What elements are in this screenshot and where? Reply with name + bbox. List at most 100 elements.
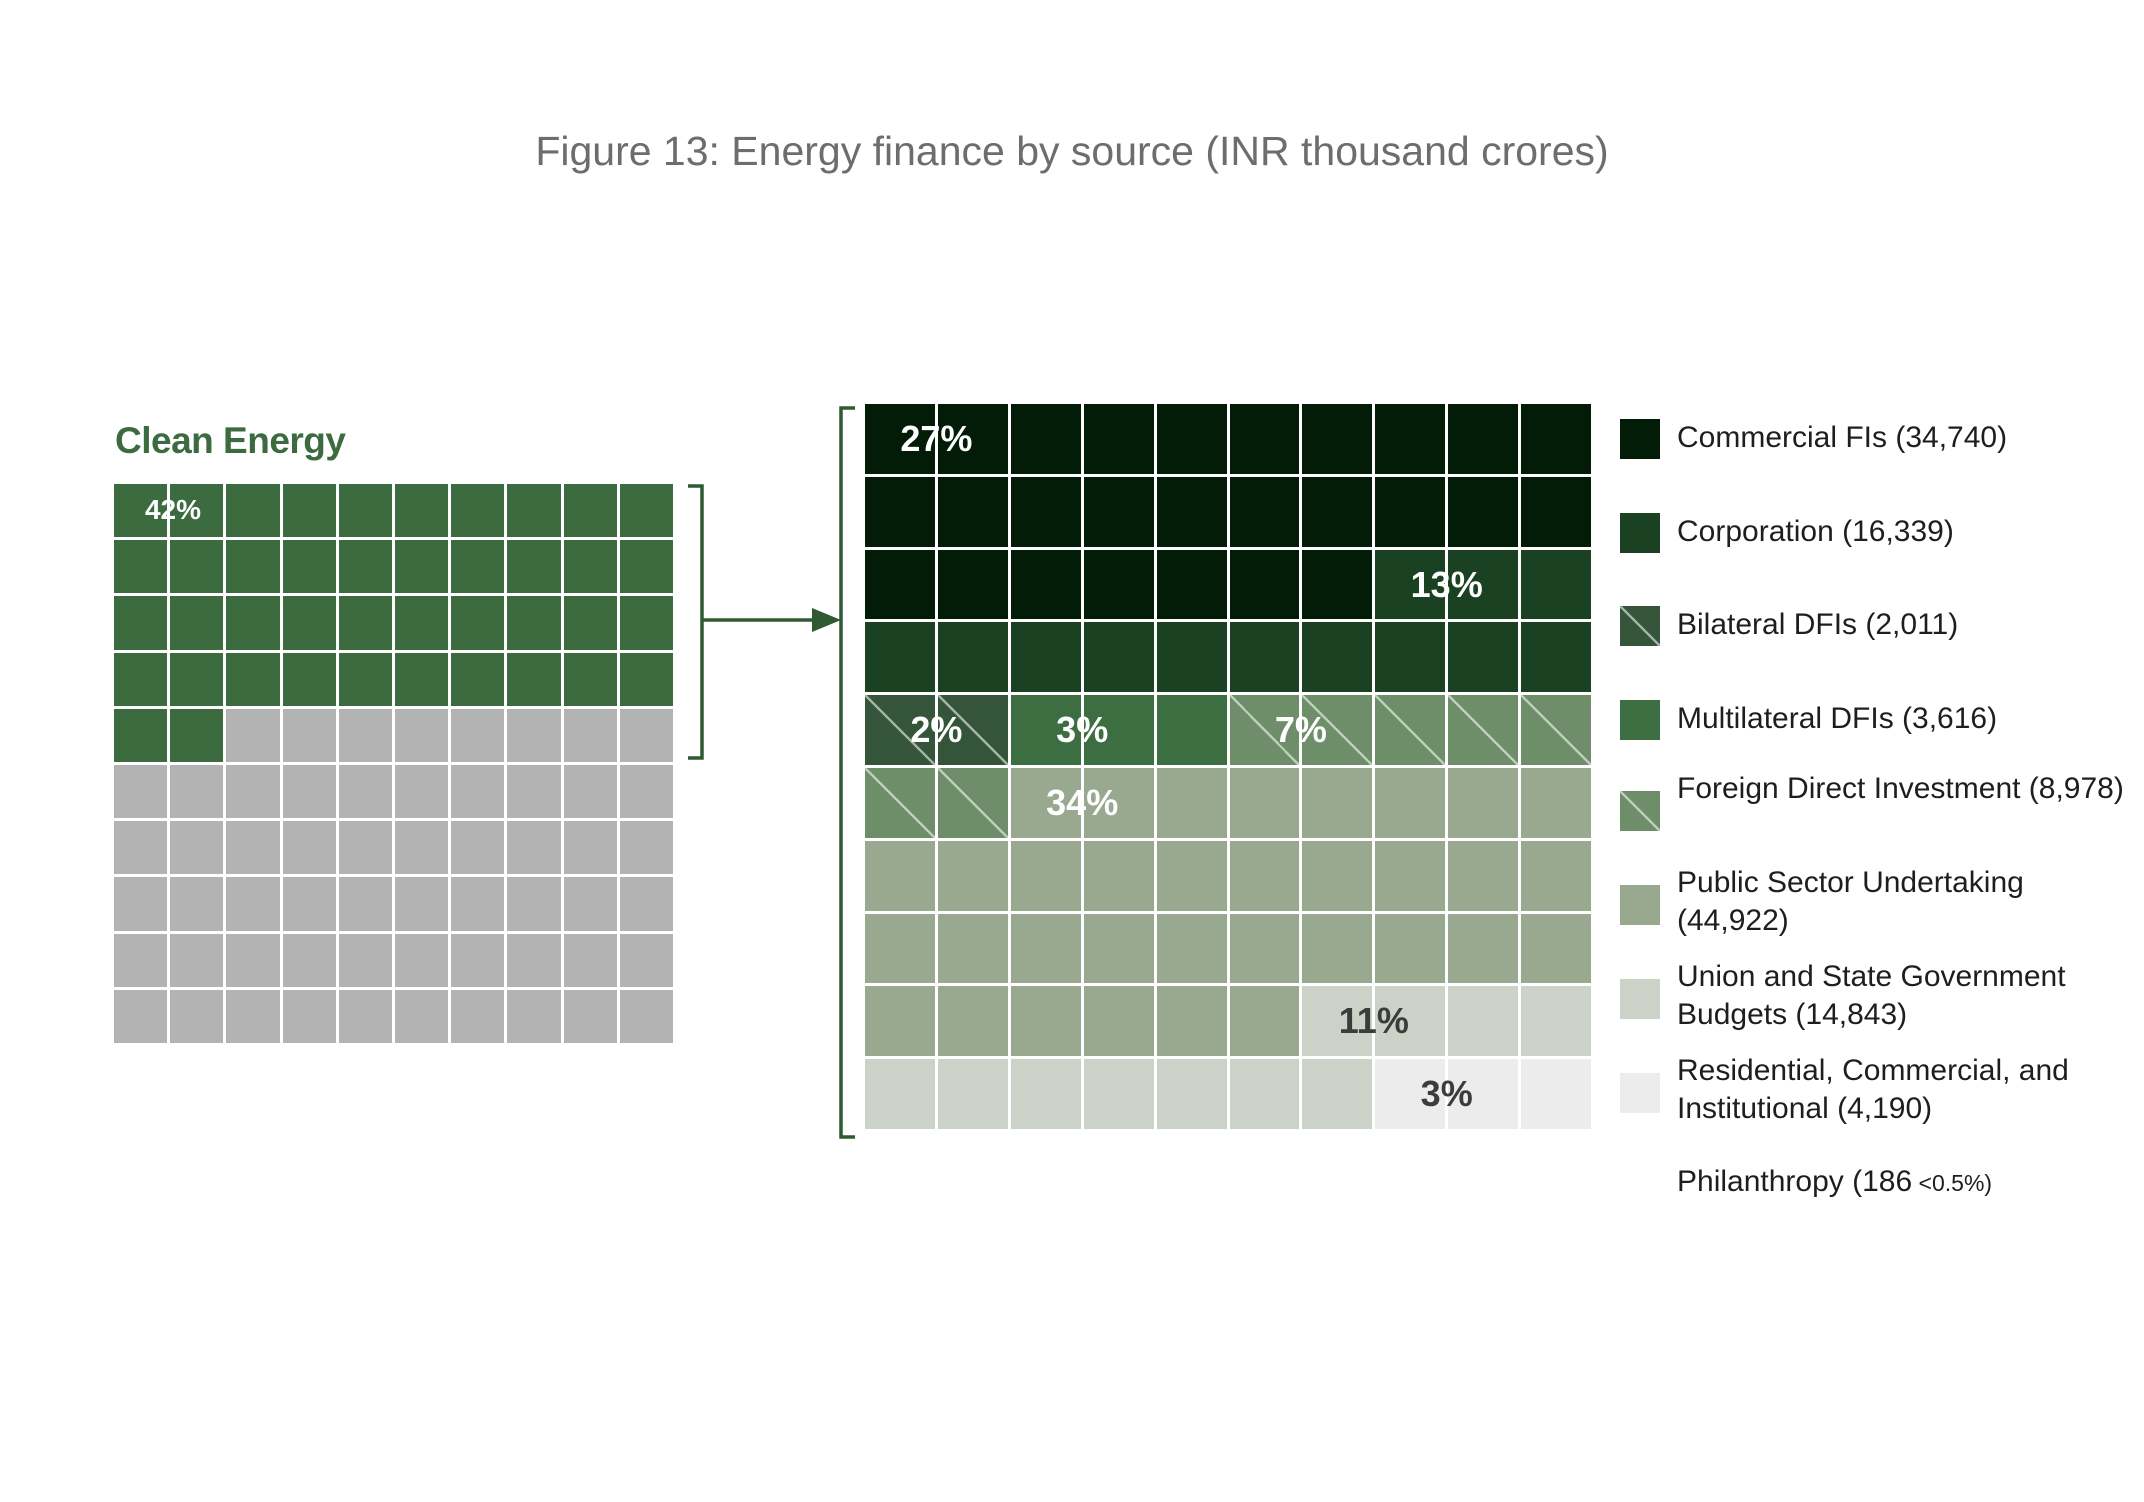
waffle-cell-public-sector-undertaking (1375, 913, 1446, 984)
waffle-cell-multilateral-dfis (1083, 695, 1154, 765)
waffle-cell-corporation (1448, 549, 1519, 620)
waffle-cell-union-and-state-government-budgets (1010, 1059, 1081, 1129)
waffle-cell-public-sector-undertaking (1083, 768, 1154, 838)
waffle-cell-corporation (1229, 622, 1300, 693)
waffle-cell-clean (395, 596, 449, 650)
waffle-cell-union-and-state-government-budgets (1302, 986, 1373, 1057)
waffle-cell-other (619, 933, 673, 987)
pct-label-commercial-fis: 27% (900, 417, 973, 459)
waffle-cell-other (451, 933, 505, 987)
waffle-cell-clean (114, 596, 168, 650)
waffle-cell-commercial-fis (1229, 476, 1300, 547)
waffle-cell-commercial-fis (1448, 476, 1519, 547)
waffle-cell-other (507, 821, 561, 875)
waffle-cell-clean (226, 484, 280, 538)
waffle-cell-commercial-fis (937, 549, 1008, 620)
waffle-cell-other (507, 765, 561, 819)
waffle-cell-clean (619, 652, 673, 706)
waffle-cell-other (507, 708, 561, 762)
waffle-cell-other (451, 989, 505, 1043)
waffle-cell-other (282, 765, 336, 819)
legend-label: Corporation (16,339) (1677, 515, 1954, 548)
waffle-cell-multilateral-dfis (1156, 695, 1227, 765)
waffle-cell-other (170, 877, 224, 931)
waffle-cell-public-sector-undertaking (1448, 840, 1519, 911)
pct-label-corporation: 13% (1410, 563, 1483, 605)
legend-swatch (1620, 791, 1660, 831)
waffle-cell-other (338, 765, 392, 819)
waffle-cell-other (563, 989, 617, 1043)
waffle-cell-other (451, 708, 505, 762)
legend-swatch (1620, 513, 1660, 553)
waffle-cell-clean (563, 484, 617, 538)
waffle-cell-foreign-direct-investment (1375, 695, 1446, 765)
waffle-cell-clean (170, 540, 224, 594)
waffle-cell-multilateral-dfis (1010, 695, 1081, 765)
waffle-cell-other (338, 877, 392, 931)
pct-label-union-and-state-government-budgets: 11% (1338, 1000, 1409, 1042)
waffle-cell-clean (114, 708, 168, 762)
waffle-cell-other (563, 933, 617, 987)
waffle-cell-clean (170, 708, 224, 762)
waffle-cell-other (563, 765, 617, 819)
waffle-cell-clean (114, 540, 168, 594)
waffle-cell-commercial-fis (1156, 404, 1227, 474)
waffle-cell-foreign-direct-investment (937, 768, 1008, 838)
waffle-cell-union-and-state-government-budgets (865, 1059, 935, 1129)
waffle-cell-other (114, 877, 168, 931)
waffle-cell-other (619, 708, 673, 762)
waffle-cell-clean (170, 484, 224, 538)
legend-label: Commercial FIs (34,740) (1677, 421, 2008, 454)
waffle-cell-union-and-state-government-budgets (1302, 1059, 1373, 1129)
waffle-cell-commercial-fis (1302, 476, 1373, 547)
clean-energy-pct-label: 42% (144, 494, 202, 525)
waffle-cell-corporation (937, 622, 1008, 693)
waffle-cell-corporation (1521, 549, 1591, 620)
waffle-cell-other (338, 989, 392, 1043)
waffle-cell-other (619, 877, 673, 931)
waffle-cell-commercial-fis (865, 476, 935, 547)
waffle-cell-other (282, 877, 336, 931)
legend-label: Bilateral DFIs (2,011) (1677, 608, 1959, 641)
waffle-cell-clean (619, 484, 673, 538)
waffle-cell-commercial-fis (1083, 549, 1154, 620)
waffle-cell-corporation (1083, 622, 1154, 693)
waffle-cell-corporation (1156, 622, 1227, 693)
waffle-cell-commercial-fis (1010, 476, 1081, 547)
waffle-cell-foreign-direct-investment (1521, 695, 1591, 765)
clean-energy-waffle (114, 484, 673, 1043)
waffle-cell-union-and-state-government-budgets (1083, 1059, 1154, 1129)
legend: Commercial FIs (34,740) Corporation (16,3… (1620, 404, 2140, 1204)
waffle-cell-other (338, 933, 392, 987)
waffle-cell-other (395, 933, 449, 987)
waffle-cell-commercial-fis (1083, 404, 1154, 474)
waffle-cell-clean (563, 596, 617, 650)
waffle-cell-other (563, 821, 617, 875)
waffle-cell-public-sector-undertaking (865, 840, 935, 911)
waffle-cell-other (114, 821, 168, 875)
waffle-cell-public-sector-undertaking (1302, 768, 1373, 838)
waffle-cell-other (282, 821, 336, 875)
legend-swatch (1620, 885, 1660, 925)
waffle-cell-public-sector-undertaking (1010, 840, 1081, 911)
waffle-cell-corporation (865, 622, 935, 693)
waffle-cell-clean (338, 652, 392, 706)
waffle-cell-clean (619, 596, 673, 650)
waffle-cell-other (563, 708, 617, 762)
waffle-cell-clean (282, 484, 336, 538)
waffle-cell-commercial-fis (1156, 549, 1227, 620)
waffle-cell-public-sector-undertaking (1229, 840, 1300, 911)
waffle-cell-public-sector-undertaking (1448, 913, 1519, 984)
waffle-cell-commercial-fis (1375, 476, 1446, 547)
waffle-cell-clean (507, 540, 561, 594)
waffle-cell-commercial-fis (1521, 404, 1591, 474)
waffle-cell-public-sector-undertaking (1521, 840, 1591, 911)
waffle-cell-clean (282, 596, 336, 650)
waffle-cell-other (338, 821, 392, 875)
waffle-cell-public-sector-undertaking (1229, 913, 1300, 984)
waffle-cell-other (619, 821, 673, 875)
waffle-cell-clean (507, 484, 561, 538)
waffle-cell-union-and-state-government-budgets (937, 1059, 1008, 1129)
waffle-cell-public-sector-undertaking (1083, 840, 1154, 911)
